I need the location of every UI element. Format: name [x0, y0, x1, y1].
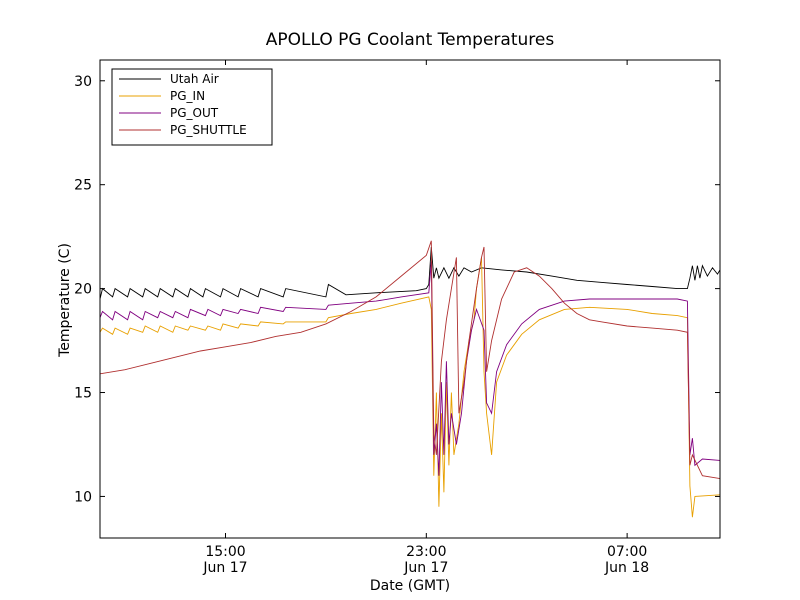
chart-title: APOLLO PG Coolant Temperatures [266, 30, 555, 50]
y-axis-label: Temperature (C) [57, 243, 73, 358]
x-tick-label-date: Jun 18 [604, 560, 649, 576]
x-tick-label-time: 15:00 [205, 544, 245, 560]
legend-label: PG_SHUTTLE [170, 123, 247, 137]
plot-area-frame [99, 59, 721, 539]
x-tick-label-date: Jun 17 [403, 560, 448, 576]
y-tick-label: 25 [74, 178, 92, 194]
series-line-utah-air [100, 246, 720, 300]
x-tick-label-time: 23:00 [406, 544, 446, 560]
y-tick-label: 15 [74, 386, 92, 402]
legend-box [111, 68, 273, 146]
series-line-pg-out [100, 261, 720, 476]
y-tick-label: 30 [74, 74, 92, 90]
legend: Utah Air PG_IN PG_OUT PG_SHUTTLE [111, 68, 273, 146]
legend-label: PG_OUT [170, 106, 219, 120]
series-line-pg-shuttle [100, 240, 720, 480]
x-axis-label: Date (GMT) [370, 578, 450, 594]
legend-label: PG_IN [170, 89, 205, 103]
legend-label: Utah Air [170, 72, 219, 86]
y-tick-label: 10 [74, 489, 92, 505]
y-tick-label: 20 [74, 282, 92, 298]
series-layer [100, 240, 720, 518]
x-tick-label-time: 07:00 [607, 544, 647, 560]
x-tick-label-date: Jun 17 [202, 560, 247, 576]
series-line-pg-in [100, 257, 720, 518]
